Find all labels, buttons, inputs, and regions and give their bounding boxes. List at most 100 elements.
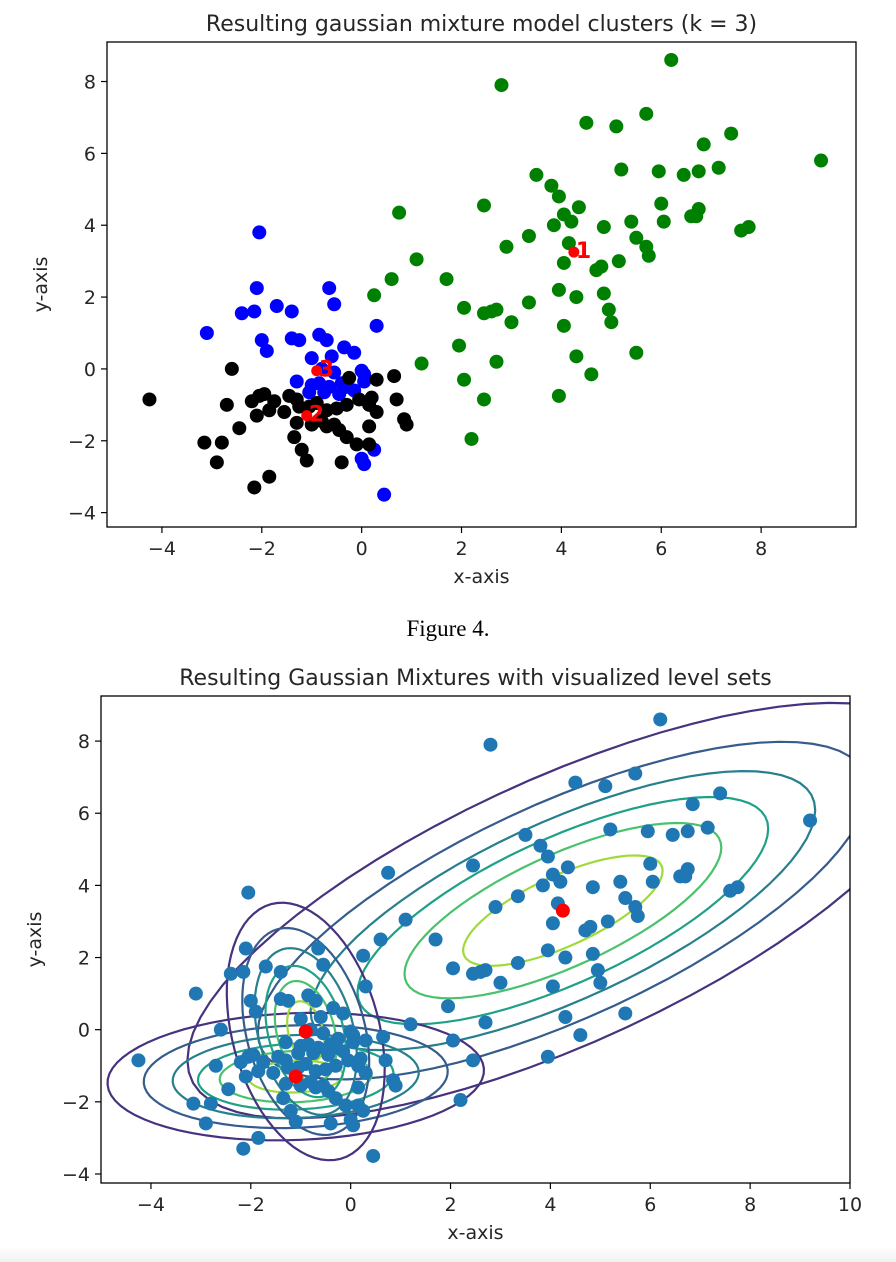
data-point bbox=[362, 437, 377, 452]
data-point bbox=[628, 766, 643, 781]
data-point bbox=[573, 1028, 588, 1043]
data-point bbox=[521, 229, 536, 243]
data-point bbox=[387, 369, 402, 384]
data-point bbox=[327, 297, 342, 312]
data-point bbox=[711, 160, 726, 175]
y-tick-label: 8 bbox=[78, 731, 90, 753]
data-point bbox=[551, 282, 566, 297]
centroid-marker bbox=[311, 365, 323, 377]
data-point bbox=[351, 1080, 366, 1095]
data-point bbox=[814, 153, 829, 168]
data-point bbox=[464, 431, 479, 446]
data-point bbox=[236, 964, 251, 979]
data-point bbox=[546, 218, 561, 233]
data-point bbox=[322, 281, 337, 296]
data-point bbox=[560, 860, 575, 875]
contour-line bbox=[142, 1024, 449, 1130]
data-point bbox=[252, 225, 267, 240]
data-point bbox=[266, 1065, 281, 1080]
data-point bbox=[276, 1091, 291, 1106]
data-point bbox=[291, 1046, 306, 1061]
data-point bbox=[249, 281, 264, 296]
data-point bbox=[313, 1010, 328, 1025]
data-point bbox=[544, 178, 559, 193]
data-point bbox=[561, 236, 576, 251]
data-point bbox=[366, 1148, 381, 1163]
data-point bbox=[311, 941, 326, 956]
data-point bbox=[489, 302, 504, 317]
data-point bbox=[269, 299, 284, 314]
data-point bbox=[219, 397, 234, 412]
y-tick-label: −4 bbox=[62, 1164, 90, 1186]
data-point bbox=[556, 255, 571, 270]
data-point bbox=[293, 1011, 308, 1026]
data-point bbox=[569, 290, 584, 305]
data-point bbox=[389, 392, 404, 407]
data-point bbox=[378, 1053, 393, 1068]
data-point bbox=[568, 775, 583, 790]
data-point bbox=[323, 1116, 338, 1131]
data-point bbox=[309, 396, 324, 411]
data-point bbox=[535, 878, 550, 893]
data-point bbox=[362, 419, 377, 434]
x-tick-label: 0 bbox=[345, 1194, 357, 1216]
figure-caption: Figure 4. bbox=[406, 616, 490, 641]
x-tick-label: −2 bbox=[237, 1194, 265, 1216]
data-point bbox=[551, 388, 566, 403]
data-point bbox=[131, 1053, 146, 1068]
data-point bbox=[251, 1064, 266, 1079]
contour-line bbox=[356, 795, 770, 1026]
x-tick-label: −4 bbox=[137, 1194, 165, 1216]
centroid-marker bbox=[298, 1024, 313, 1039]
data-point bbox=[142, 392, 157, 407]
data-point bbox=[630, 909, 645, 924]
data-point bbox=[319, 333, 334, 348]
data-point bbox=[618, 1006, 633, 1021]
data-point bbox=[324, 349, 339, 364]
chart-title: Resulting Gaussian Mixtures with visuali… bbox=[179, 666, 772, 691]
plot-area: 1 2 3 bbox=[142, 52, 829, 502]
data-point bbox=[349, 437, 364, 452]
data-point bbox=[594, 259, 609, 274]
data-point bbox=[214, 435, 229, 450]
data-point bbox=[247, 480, 262, 495]
data-point bbox=[428, 932, 443, 947]
data-point bbox=[249, 408, 264, 423]
data-point bbox=[629, 345, 644, 360]
data-point bbox=[510, 955, 525, 970]
data-point bbox=[254, 333, 269, 348]
data-point bbox=[476, 198, 491, 213]
data-point bbox=[289, 374, 304, 389]
data-point bbox=[339, 430, 354, 445]
data-point bbox=[724, 126, 739, 141]
data-point bbox=[403, 1017, 418, 1032]
data-point bbox=[545, 979, 560, 994]
data-point bbox=[321, 1047, 336, 1062]
x-axis-label: x-axis bbox=[453, 566, 509, 588]
data-point bbox=[398, 912, 413, 927]
x-tick-label: 0 bbox=[356, 538, 368, 560]
contour-line bbox=[403, 821, 723, 1000]
data-point bbox=[665, 827, 680, 842]
y-tick-label: 8 bbox=[84, 72, 96, 94]
bottom-edge-shadow bbox=[0, 1246, 896, 1262]
data-point bbox=[203, 1096, 218, 1111]
x-tick-label: 10 bbox=[838, 1194, 862, 1216]
data-point bbox=[446, 961, 461, 976]
data-point bbox=[346, 1118, 361, 1133]
data-point bbox=[369, 318, 384, 333]
data-point bbox=[540, 849, 555, 864]
data-point bbox=[243, 993, 258, 1008]
data-point bbox=[629, 230, 644, 245]
data-point bbox=[353, 1051, 368, 1066]
data-point bbox=[529, 167, 544, 182]
data-point bbox=[342, 370, 357, 385]
data-point bbox=[579, 115, 594, 130]
y-tick-label: 2 bbox=[84, 287, 96, 309]
data-point bbox=[364, 390, 379, 405]
data-point bbox=[283, 1103, 298, 1118]
x-tick-label: 4 bbox=[544, 1194, 556, 1216]
data-point bbox=[358, 979, 373, 994]
data-point bbox=[273, 964, 288, 979]
data-point bbox=[339, 397, 354, 412]
